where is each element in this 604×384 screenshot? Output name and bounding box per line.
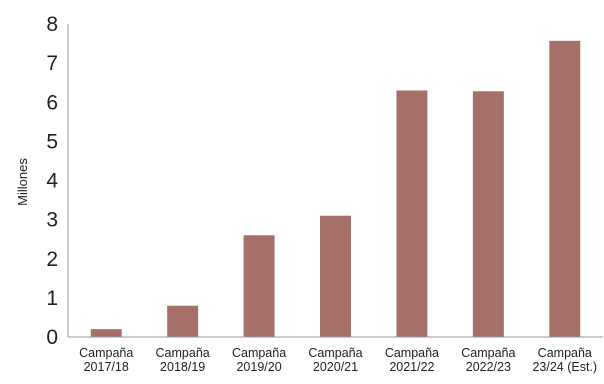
x-tick-label: 2018/19 — [160, 360, 205, 374]
x-tick-label: 2021/22 — [389, 360, 434, 374]
bars-layer — [90, 40, 581, 337]
y-tick-label: 7 — [46, 52, 58, 75]
x-tick-label: 23/24 (Est.) — [532, 360, 597, 374]
y-tick-label: 1 — [46, 287, 58, 310]
y-tick-label: 5 — [46, 130, 58, 153]
y-tick-label: 0 — [46, 326, 58, 349]
x-tick-label: Campaña — [156, 346, 210, 360]
x-tick-label: Campaña — [308, 346, 362, 360]
bar — [472, 91, 504, 337]
bar — [549, 40, 581, 337]
x-tick-label: Campaña — [79, 346, 133, 360]
x-tick-label: 2019/20 — [236, 360, 281, 374]
y-axis-label: Millones — [15, 158, 30, 206]
y-tick-label: 8 — [46, 13, 58, 36]
bar — [90, 329, 122, 337]
bar — [167, 305, 199, 337]
x-tick-label: 2022/23 — [466, 360, 511, 374]
axes-layer — [67, 24, 603, 338]
x-tick-label: Campaña — [385, 346, 439, 360]
bar — [243, 235, 275, 337]
bar — [320, 215, 351, 337]
bar — [396, 90, 428, 337]
x-tick-label: Campaña — [461, 346, 515, 360]
y-tick-label: 4 — [46, 170, 58, 193]
x-tick-label: 2020/21 — [313, 360, 358, 374]
y-tick-label: 3 — [46, 209, 58, 232]
x-tick-label: Campaña — [538, 346, 592, 360]
x-tick-label: Campaña — [232, 346, 286, 360]
x-tick-label: 2017/18 — [84, 360, 129, 374]
y-tick-label: 6 — [46, 91, 58, 114]
y-tick-labels: 0 1 2 3 4 5 6 7 8 — [46, 13, 58, 349]
y-tick-label: 2 — [46, 248, 58, 271]
x-tick-labels: Campaña2017/18Campaña2018/19Campaña2019/… — [79, 346, 597, 374]
